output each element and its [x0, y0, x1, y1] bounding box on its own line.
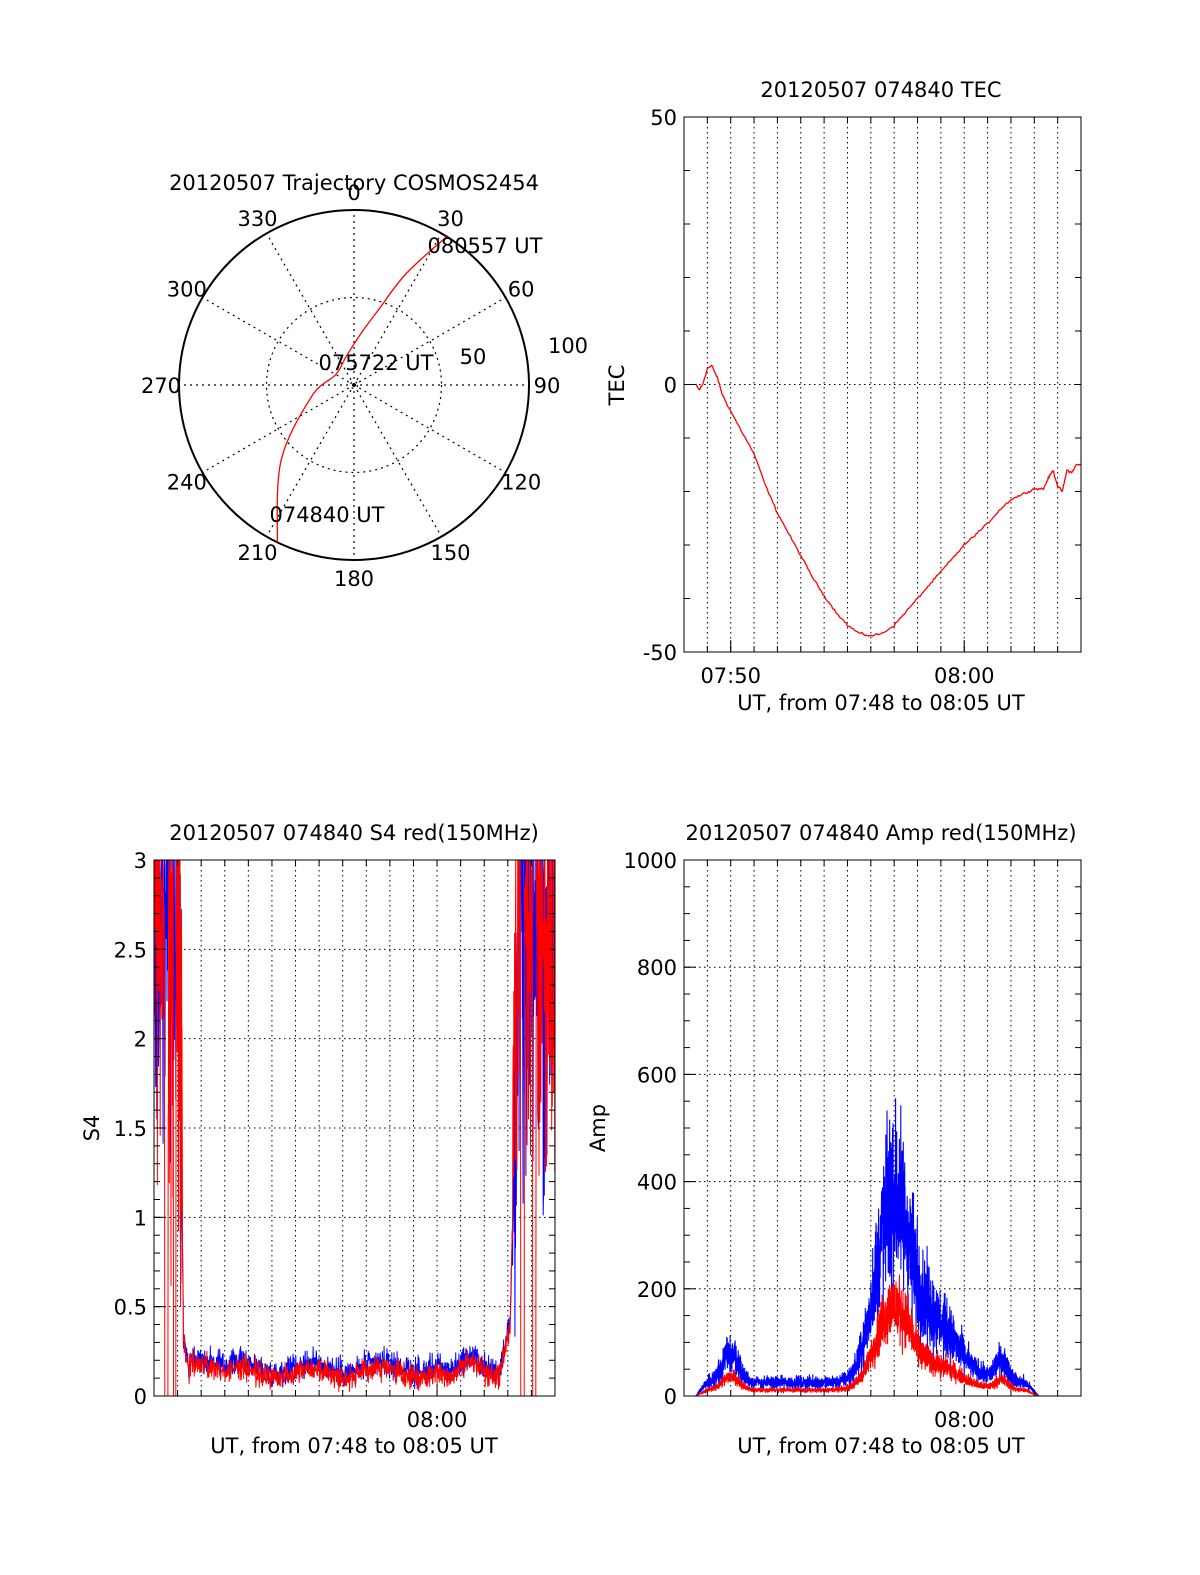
amp-xlabel: UT, from 07:48 to 08:05 UT [737, 1434, 1025, 1458]
s4-ticks: 0 0.5 1 1.5 2 2.5 3 08:00 [114, 849, 555, 1432]
tec-xtick-label: 08:00 [934, 664, 995, 688]
tec-ticks: 50 0 -50 07:50 08:00 [643, 106, 1081, 688]
tec-line [695, 364, 1082, 637]
amp-title: 20120507 074840 Amp red(150MHz) [685, 821, 1076, 845]
polar-grid-spoke [353, 296, 506, 386]
tec-title: 20120507 074840 TEC [760, 78, 1001, 102]
polar-trajectory-panel: 20120507 Trajectory COSMOS2454 0 30 60 90 12… [141, 171, 588, 591]
tec-ytick-label: 0 [664, 374, 677, 398]
tec-xlabel: UT, from 07:48 to 08:05 UT [737, 691, 1025, 715]
tec-ytick-label: -50 [643, 641, 677, 665]
polar-angle-label: 60 [508, 278, 535, 302]
tec-ytick-label: 50 [650, 106, 677, 130]
trajectory-closest-label: 075722 UT [318, 351, 433, 375]
polar-angle-label: 210 [237, 541, 277, 565]
s4-ytick-label: 2.5 [114, 938, 147, 962]
s4-ytick-label: 0.5 [114, 1296, 147, 1320]
tec-series [695, 364, 1082, 637]
polar-grid-spoke [265, 233, 355, 386]
trajectory-line [276, 236, 448, 543]
polar-outer-ring [178, 209, 530, 561]
polar-angle-label: 90 [534, 374, 561, 398]
tec-ylabel: TEC [605, 365, 629, 407]
tec-plot-frame [683, 116, 1082, 653]
polar-angle-label: 30 [437, 207, 464, 231]
s4-ytick-label: 1 [134, 1206, 147, 1230]
s4-grid [154, 860, 555, 1396]
polar-angle-label: 0 [347, 181, 360, 205]
amp-ytick-label: 600 [637, 1063, 677, 1087]
tec-xtick-label: 07:50 [700, 664, 761, 688]
amp-xtick-label: 08:00 [934, 1408, 995, 1432]
tec-panel: 20120507 074840 TEC 50 0 -50 07:50 08:00 UT,… [605, 78, 1082, 715]
s4-ytick-label: 0 [134, 1385, 147, 1409]
amp-grid [684, 860, 1081, 1396]
polar-grid-ring [265, 296, 443, 474]
s4-series [153, 859, 556, 1397]
amp-ytick-label: 1000 [624, 849, 677, 873]
s4-ytick-label: 3 [134, 849, 147, 873]
amp-ytick-label: 200 [637, 1278, 677, 1302]
polar-grid-spoke [202, 296, 355, 386]
polar-angle-label: 180 [334, 567, 374, 591]
polar-radial-label-50: 50 [460, 345, 487, 369]
amp-ytick-label: 800 [637, 956, 677, 980]
polar-grid-spoke [353, 384, 506, 474]
s4-xtick-label: 08:00 [407, 1408, 468, 1432]
s4-blue-line [153, 859, 556, 1390]
polar-grid [179, 210, 529, 560]
trajectory-end-label: 080557 UT [427, 234, 542, 258]
polar-angle-label: 330 [237, 207, 277, 231]
polar-radial-label-100: 100 [548, 334, 588, 358]
s4-red-line [153, 859, 556, 1397]
polar-title: 20120507 Trajectory COSMOS2454 [169, 171, 539, 195]
polar-grid-spoke [353, 384, 443, 537]
amp-panel: 20120507 074840 Amp red(150MHz) 0 200 400 6… [586, 821, 1082, 1458]
polar-grid-spoke [265, 384, 355, 537]
s4-panel: 20120507 074840 S4 red(150MHz) 0 0.5 1 1.5 2… [80, 821, 556, 1458]
amp-ytick-label: 400 [637, 1171, 677, 1195]
polar-angle-label: 240 [167, 471, 207, 495]
polar-angle-label: 150 [430, 541, 470, 565]
amp-ytick-label: 0 [664, 1385, 677, 1409]
polar-grid-spoke [353, 233, 443, 386]
s4-title: 20120507 074840 S4 red(150MHz) [169, 821, 539, 845]
polar-grid-spoke [202, 384, 355, 474]
amp-red-line [683, 1274, 1082, 1397]
trajectory-start-label: 074840 UT [269, 503, 384, 527]
s4-xlabel: UT, from 07:48 to 08:05 UT [210, 1434, 498, 1458]
polar-angle-label: 300 [167, 278, 207, 302]
tec-grid [684, 117, 1081, 652]
amp-series [683, 1098, 1082, 1397]
polar-angle-labels: 0 30 60 90 120 150 180 210 240 270 300 330 [141, 181, 560, 591]
polar-angle-label: 120 [501, 471, 541, 495]
s4-ylabel: S4 [80, 1115, 104, 1142]
amp-ylabel: Amp [586, 1104, 610, 1152]
s4-ytick-label: 1.5 [114, 1117, 147, 1141]
amp-blue-line [683, 1098, 1082, 1397]
amp-ticks: 0 200 400 600 800 1000 08:00 [624, 849, 1081, 1432]
polar-grid-ring [349, 380, 359, 390]
polar-angle-label: 270 [141, 374, 181, 398]
s4-ytick-label: 2 [134, 1028, 147, 1052]
